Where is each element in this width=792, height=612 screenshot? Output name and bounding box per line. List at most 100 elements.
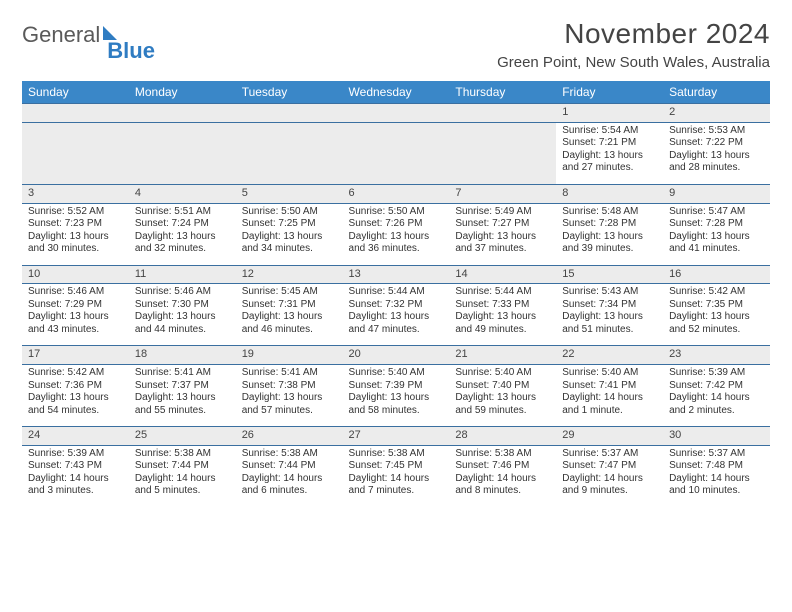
- day-number-cell: 19: [236, 346, 343, 365]
- sunrise-text: Sunrise: 5:48 AM: [562, 206, 657, 219]
- day-number-cell: 15: [556, 265, 663, 284]
- daylight-text: Daylight: 13 hours and 59 minutes.: [455, 392, 550, 417]
- day-detail-row: Sunrise: 5:54 AMSunset: 7:21 PMDaylight:…: [22, 122, 770, 184]
- sunset-text: Sunset: 7:44 PM: [242, 460, 337, 473]
- sunrise-text: Sunrise: 5:51 AM: [135, 206, 230, 219]
- day-number-cell: 18: [129, 346, 236, 365]
- sunrise-text: Sunrise: 5:38 AM: [455, 448, 550, 461]
- day-detail-cell: Sunrise: 5:45 AMSunset: 7:31 PMDaylight:…: [236, 284, 343, 346]
- daylight-text: Daylight: 13 hours and 27 minutes.: [562, 150, 657, 175]
- day-number-row: 24252627282930: [22, 427, 770, 446]
- day-number: 26: [242, 429, 254, 441]
- daylight-text: Daylight: 13 hours and 52 minutes.: [669, 311, 764, 336]
- day-detail-cell: [343, 122, 450, 184]
- sunset-text: Sunset: 7:27 PM: [455, 218, 550, 231]
- daylight-text: Daylight: 13 hours and 47 minutes.: [349, 311, 444, 336]
- sunset-text: Sunset: 7:32 PM: [349, 299, 444, 312]
- day-detail-cell: Sunrise: 5:38 AMSunset: 7:46 PMDaylight:…: [449, 445, 556, 507]
- day-number-cell: 12: [236, 265, 343, 284]
- weekday-header: Friday: [556, 81, 663, 104]
- day-number: 1: [562, 106, 568, 118]
- daylight-text: Daylight: 13 hours and 57 minutes.: [242, 392, 337, 417]
- sunset-text: Sunset: 7:34 PM: [562, 299, 657, 312]
- day-number-cell: 28: [449, 427, 556, 446]
- day-detail-cell: Sunrise: 5:48 AMSunset: 7:28 PMDaylight:…: [556, 203, 663, 265]
- day-detail-cell: Sunrise: 5:50 AMSunset: 7:26 PMDaylight:…: [343, 203, 450, 265]
- day-number: 16: [669, 268, 681, 280]
- day-detail-cell: [236, 122, 343, 184]
- day-number: 7: [455, 187, 461, 199]
- day-detail-cell: Sunrise: 5:47 AMSunset: 7:28 PMDaylight:…: [663, 203, 770, 265]
- day-number: 24: [28, 429, 40, 441]
- weekday-header: Monday: [129, 81, 236, 104]
- sunrise-text: Sunrise: 5:43 AM: [562, 286, 657, 299]
- daylight-text: Daylight: 13 hours and 28 minutes.: [669, 150, 764, 175]
- sunrise-text: Sunrise: 5:42 AM: [669, 286, 764, 299]
- weekday-header: Wednesday: [343, 81, 450, 104]
- sunset-text: Sunset: 7:29 PM: [28, 299, 123, 312]
- sunset-text: Sunset: 7:40 PM: [455, 380, 550, 393]
- sunset-text: Sunset: 7:28 PM: [562, 218, 657, 231]
- daylight-text: Daylight: 13 hours and 46 minutes.: [242, 311, 337, 336]
- sunrise-text: Sunrise: 5:39 AM: [28, 448, 123, 461]
- sunrise-text: Sunrise: 5:54 AM: [562, 125, 657, 138]
- daylight-text: Daylight: 14 hours and 6 minutes.: [242, 473, 337, 498]
- day-detail-cell: Sunrise: 5:41 AMSunset: 7:38 PMDaylight:…: [236, 365, 343, 427]
- day-number: 15: [562, 268, 574, 280]
- day-number: 21: [455, 348, 467, 360]
- weekday-header: Thursday: [449, 81, 556, 104]
- calendar-table: Sunday Monday Tuesday Wednesday Thursday…: [22, 81, 770, 507]
- daylight-text: Daylight: 14 hours and 1 minute.: [562, 392, 657, 417]
- day-number-row: 12: [22, 104, 770, 123]
- sunset-text: Sunset: 7:46 PM: [455, 460, 550, 473]
- day-number: 11: [135, 268, 146, 280]
- calendar-page: General Blue November 2024 Green Point, …: [0, 0, 792, 612]
- day-number: 20: [349, 348, 361, 360]
- day-number-row: 3456789: [22, 184, 770, 203]
- day-number: 3: [28, 187, 34, 199]
- day-detail-cell: [129, 122, 236, 184]
- day-number: 14: [455, 268, 467, 280]
- title-block: November 2024 Green Point, New South Wal…: [497, 18, 770, 71]
- day-detail-cell: Sunrise: 5:50 AMSunset: 7:25 PMDaylight:…: [236, 203, 343, 265]
- day-detail-cell: [449, 122, 556, 184]
- day-detail-cell: Sunrise: 5:42 AMSunset: 7:36 PMDaylight:…: [22, 365, 129, 427]
- calendar-tbody: 12Sunrise: 5:54 AMSunset: 7:21 PMDayligh…: [22, 104, 770, 508]
- day-number-row: 17181920212223: [22, 346, 770, 365]
- daylight-text: Daylight: 14 hours and 7 minutes.: [349, 473, 444, 498]
- day-number-cell: 9: [663, 184, 770, 203]
- day-number-cell: 11: [129, 265, 236, 284]
- day-number: 5: [242, 187, 248, 199]
- daylight-text: Daylight: 13 hours and 39 minutes.: [562, 231, 657, 256]
- sunrise-text: Sunrise: 5:40 AM: [455, 367, 550, 380]
- daylight-text: Daylight: 14 hours and 8 minutes.: [455, 473, 550, 498]
- day-detail-cell: Sunrise: 5:49 AMSunset: 7:27 PMDaylight:…: [449, 203, 556, 265]
- day-number-cell: [343, 104, 450, 123]
- daylight-text: Daylight: 14 hours and 2 minutes.: [669, 392, 764, 417]
- daylight-text: Daylight: 13 hours and 44 minutes.: [135, 311, 230, 336]
- daylight-text: Daylight: 13 hours and 30 minutes.: [28, 231, 123, 256]
- day-detail-row: Sunrise: 5:39 AMSunset: 7:43 PMDaylight:…: [22, 445, 770, 507]
- weekday-header: Saturday: [663, 81, 770, 104]
- day-number-cell: 27: [343, 427, 450, 446]
- sunrise-text: Sunrise: 5:38 AM: [135, 448, 230, 461]
- day-detail-cell: Sunrise: 5:38 AMSunset: 7:44 PMDaylight:…: [129, 445, 236, 507]
- top-bar: General Blue November 2024 Green Point, …: [22, 18, 770, 71]
- day-detail-cell: Sunrise: 5:41 AMSunset: 7:37 PMDaylight:…: [129, 365, 236, 427]
- day-detail-cell: Sunrise: 5:46 AMSunset: 7:29 PMDaylight:…: [22, 284, 129, 346]
- day-detail-cell: Sunrise: 5:38 AMSunset: 7:44 PMDaylight:…: [236, 445, 343, 507]
- sunrise-text: Sunrise: 5:49 AM: [455, 206, 550, 219]
- day-number: 6: [349, 187, 355, 199]
- sunrise-text: Sunrise: 5:46 AM: [135, 286, 230, 299]
- sunset-text: Sunset: 7:28 PM: [669, 218, 764, 231]
- day-number-cell: [236, 104, 343, 123]
- sunrise-text: Sunrise: 5:44 AM: [349, 286, 444, 299]
- day-number-cell: 1: [556, 104, 663, 123]
- day-number: 29: [562, 429, 574, 441]
- daylight-text: Daylight: 13 hours and 55 minutes.: [135, 392, 230, 417]
- day-detail-cell: Sunrise: 5:46 AMSunset: 7:30 PMDaylight:…: [129, 284, 236, 346]
- daylight-text: Daylight: 13 hours and 51 minutes.: [562, 311, 657, 336]
- sunrise-text: Sunrise: 5:53 AM: [669, 125, 764, 138]
- day-number: 4: [135, 187, 141, 199]
- day-number: 10: [28, 268, 40, 280]
